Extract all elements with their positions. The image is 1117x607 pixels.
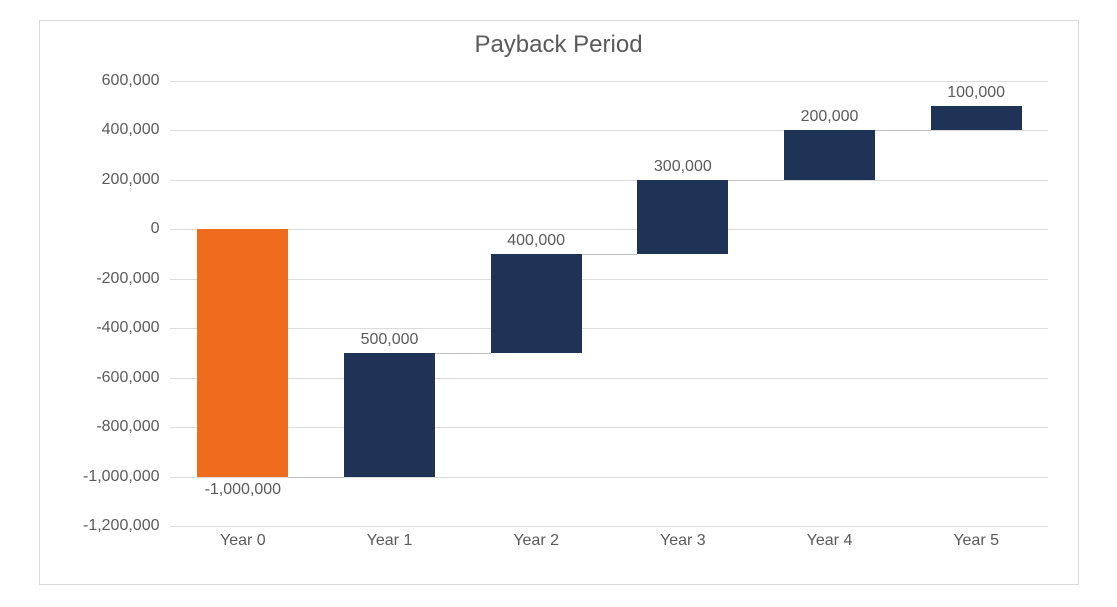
connector-line [728,180,784,181]
bar-value-label: 500,000 [361,331,419,349]
y-axis-label: 200,000 [102,171,160,189]
gridline [170,526,1048,527]
x-axis-label: Year 0 [220,532,266,550]
y-axis-label: 600,000 [102,72,160,90]
plot-area: -1,200,000-1,000,000-800,000-600,000-400… [170,81,1048,524]
chart-title: Payback Period [40,31,1078,59]
y-axis-label: -600,000 [96,369,159,387]
y-axis-label: -1,200,000 [83,517,160,535]
bar-value-label: 100,000 [947,84,1005,102]
gridline [170,180,1048,181]
gridline [170,279,1048,280]
gridline [170,427,1048,428]
y-axis-label: 0 [151,220,160,238]
bar [197,229,288,476]
bar [637,180,728,254]
bar-value-label: -1,000,000 [205,481,282,499]
y-axis-label: -400,000 [96,319,159,337]
bar [344,353,435,477]
connector-line [288,477,344,478]
bar [784,130,875,179]
bar [931,106,1022,131]
x-axis-label: Year 3 [660,532,706,550]
bar [491,254,582,353]
bar-value-label: 200,000 [801,108,859,126]
y-axis-label: -1,000,000 [83,468,160,486]
y-axis-label: -800,000 [96,418,159,436]
connector-line [435,353,491,354]
gridline [170,81,1048,82]
gridline [170,328,1048,329]
x-axis-label: Year 5 [953,532,999,550]
connector-line [582,254,638,255]
y-axis-label: 400,000 [102,121,160,139]
connector-line [875,130,931,131]
gridline [170,378,1048,379]
bar-value-label: 300,000 [654,158,712,176]
x-axis-label: Year 1 [367,532,413,550]
bar-value-label: 400,000 [507,232,565,250]
waterfall-chart: Payback Period -1,200,000 -1,000,000 -800,… [39,20,1079,585]
x-axis-label: Year 4 [807,532,853,550]
gridline [170,229,1048,230]
y-axis-label: -200,000 [96,270,159,288]
x-axis-label: Year 2 [513,532,559,550]
